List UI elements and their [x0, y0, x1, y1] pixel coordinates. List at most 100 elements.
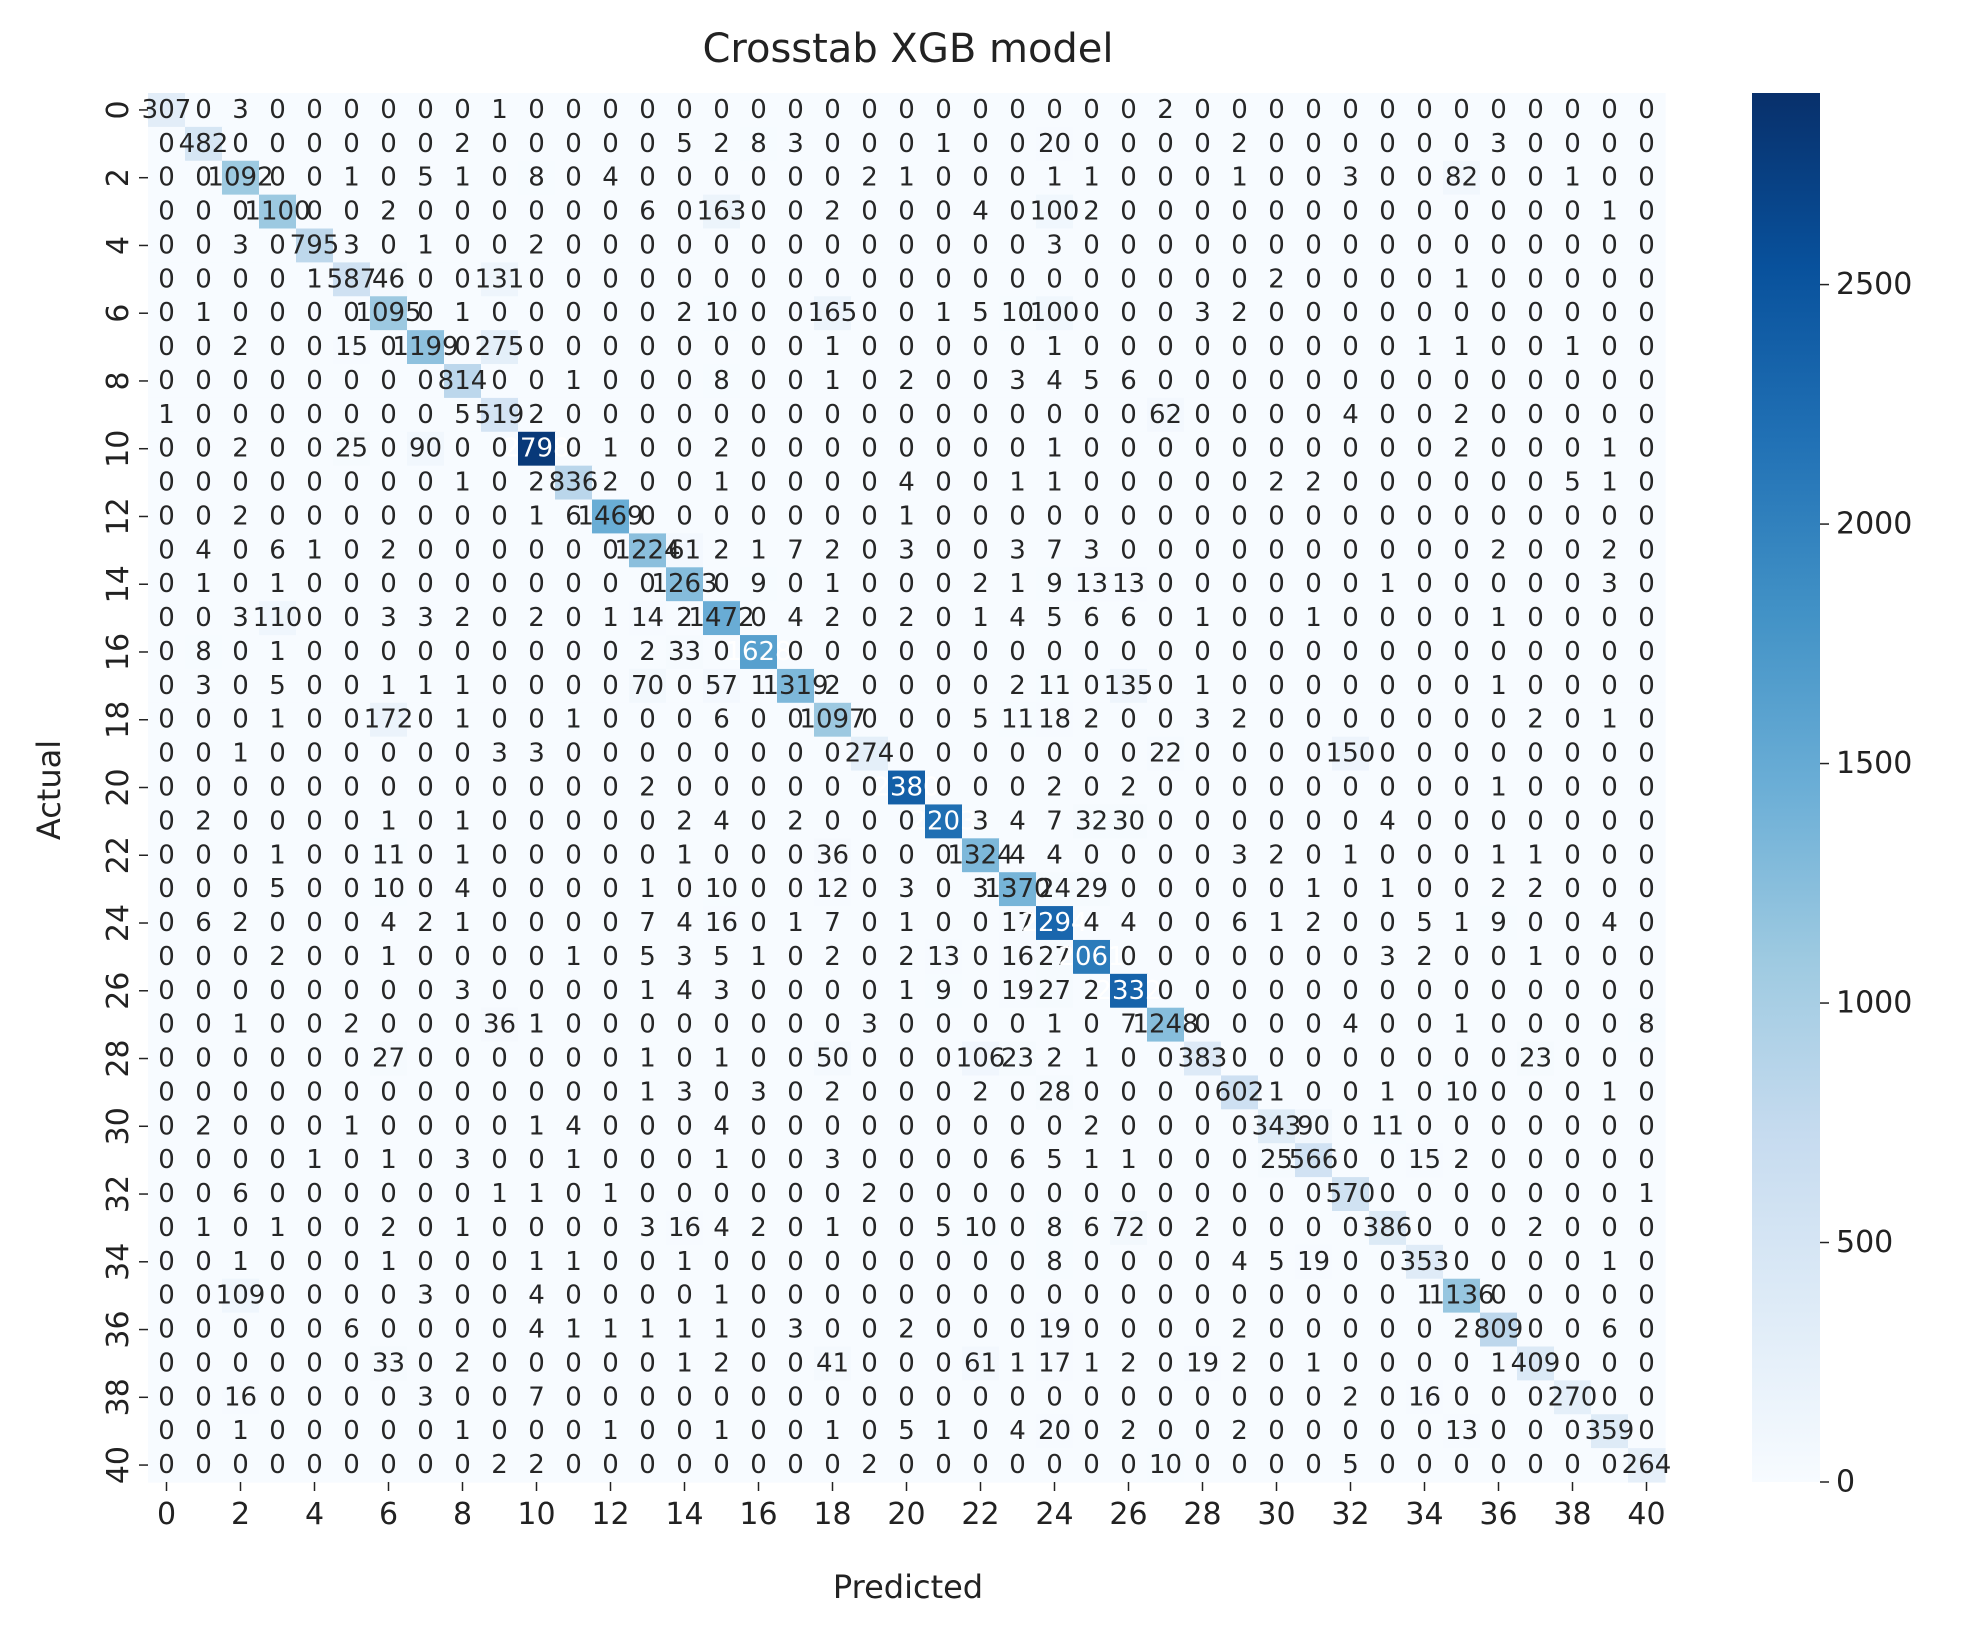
heatmap-cell-label: 0 [1157, 501, 1174, 531]
heatmap-cell-label: 1 [1601, 197, 1618, 227]
heatmap-cell-label: 0 [454, 197, 471, 227]
heatmap-cell-label: 0 [1638, 129, 1655, 159]
heatmap-cell-label: 1 [491, 95, 508, 125]
heatmap-cell-label: 1 [1046, 163, 1063, 193]
heatmap-cell-label: 1 [454, 1213, 471, 1243]
heatmap-cell [1628, 262, 1666, 297]
heatmap-cell [555, 194, 593, 230]
heatmap-cell-label: 0 [898, 197, 915, 227]
heatmap-cell-label: 0 [1453, 942, 1470, 972]
heatmap-cell-label: 0 [861, 434, 878, 464]
heatmap-cell-label: 0 [1379, 840, 1396, 870]
heatmap-cell-label: 0 [935, 874, 952, 904]
heatmap-cell [592, 126, 630, 162]
heatmap-cell-label: 2 [1083, 197, 1100, 227]
colorbar-tick-label: 1000 [1836, 986, 1912, 1021]
heatmap-cell-label: 2 [713, 434, 730, 464]
heatmap-cell-label: 0 [343, 1348, 360, 1378]
heatmap-cell [1554, 194, 1592, 230]
heatmap-cell-label: 0 [1194, 332, 1211, 362]
heatmap-cell-label: 0 [1083, 637, 1100, 667]
heatmap-cell-label: 0 [417, 95, 434, 125]
heatmap-cell-label: 100 [1030, 298, 1080, 328]
heatmap-cell-label: 0 [232, 942, 249, 972]
heatmap-cell [814, 160, 852, 196]
x-tick-label: 30 [1257, 1497, 1295, 1532]
heatmap-cell-label: 0 [972, 1145, 989, 1175]
heatmap-cell-label: 2 [1231, 129, 1248, 159]
heatmap-cell-label: 0 [602, 366, 619, 396]
heatmap-cell-label: 0 [1194, 1077, 1211, 1107]
heatmap-cell [1628, 228, 1666, 263]
heatmap-cell-label: 0 [380, 1450, 397, 1480]
heatmap-cell-label: 1 [454, 298, 471, 328]
heatmap-cell-label: 0 [343, 1077, 360, 1107]
heatmap-cell-label: 0 [417, 1213, 434, 1243]
heatmap-cell-label: 0 [1305, 1281, 1322, 1311]
heatmap-cell-label: 0 [1194, 908, 1211, 938]
heatmap-cell [1332, 126, 1370, 162]
heatmap-cell-label: 0 [306, 1044, 323, 1074]
heatmap-cell-label: 2 [898, 603, 915, 633]
heatmap-cell-label: 2 [1490, 874, 1507, 904]
heatmap-cell-label: 0 [528, 535, 545, 565]
heatmap-cell-label: 0 [1527, 366, 1544, 396]
heatmap-cell-label: 0 [195, 468, 212, 498]
heatmap-cell-label: 5 [1416, 908, 1433, 938]
heatmap-cell-label: 0 [861, 671, 878, 701]
heatmap-cell-label: 0 [1527, 264, 1544, 294]
heatmap-cell-label: 0 [602, 942, 619, 972]
heatmap-cell-label: 2 [824, 535, 841, 565]
heatmap-cell [740, 364, 778, 399]
heatmap-cell-label: 0 [935, 1077, 952, 1107]
heatmap-cell-label: 0 [1564, 1010, 1581, 1040]
heatmap-cell-label: 1 [565, 1247, 582, 1277]
heatmap-cell [592, 160, 630, 196]
heatmap-cell-label: 0 [1564, 197, 1581, 227]
heatmap-cell [1184, 126, 1222, 162]
heatmap-cell-label: 0 [1453, 840, 1470, 870]
heatmap-cell [1554, 126, 1592, 162]
heatmap-cell-label: 0 [1231, 603, 1248, 633]
heatmap-cell-label: 2 [861, 1179, 878, 1209]
heatmap-cell-label: 0 [639, 1382, 656, 1412]
heatmap-cell-label: 0 [824, 400, 841, 430]
heatmap-cell-label: 2 [861, 163, 878, 193]
heatmap-cell [1184, 330, 1222, 365]
heatmap-cell-label: 0 [935, 773, 952, 803]
heatmap-cell-label: 0 [1305, 1382, 1322, 1412]
heatmap-cell-label: 0 [232, 264, 249, 294]
heatmap-cell-label: 1 [1083, 1044, 1100, 1074]
heatmap-cell [740, 93, 778, 128]
heatmap-cell-label: 0 [787, 298, 804, 328]
heatmap-cell-label: 0 [1268, 434, 1285, 464]
heatmap-cell-label: 0 [232, 1213, 249, 1243]
heatmap-cell-label: 0 [1268, 163, 1285, 193]
heatmap-cell-label: 0 [380, 400, 397, 430]
heatmap-cell-label: 1 [1268, 1077, 1285, 1107]
heatmap-cell [666, 262, 704, 297]
heatmap-cell-label: 0 [1046, 1450, 1063, 1480]
heatmap-cell-label: 0 [1453, 1111, 1470, 1141]
heatmap-cell-label: 0 [1601, 366, 1618, 396]
heatmap-cell-label: 0 [1453, 1179, 1470, 1209]
heatmap-cell-label: 0 [1268, 332, 1285, 362]
heatmap-cell [370, 93, 408, 128]
heatmap-cell-label: 0 [491, 1044, 508, 1074]
heatmap-cell [1221, 194, 1259, 230]
heatmap-cell-label: 0 [158, 1010, 175, 1040]
heatmap-cell-label: 0 [972, 976, 989, 1006]
heatmap-cell [518, 330, 556, 365]
heatmap-cell-label: 0 [713, 569, 730, 599]
heatmap-cell-label: 0 [1342, 366, 1359, 396]
heatmap-cell [1443, 262, 1481, 297]
x-tick-label: 26 [1109, 1497, 1147, 1532]
heatmap-cell-label: 2798 [503, 434, 569, 464]
heatmap-cell-label: 6 [343, 1315, 360, 1345]
heatmap-cell-label: 0 [454, 434, 471, 464]
heatmap-cell [1369, 126, 1407, 162]
heatmap-cell [1258, 262, 1296, 297]
x-tick-label: 28 [1183, 1497, 1221, 1532]
heatmap-cell-label: 0 [602, 400, 619, 430]
heatmap-cell-label: 0 [1120, 298, 1137, 328]
